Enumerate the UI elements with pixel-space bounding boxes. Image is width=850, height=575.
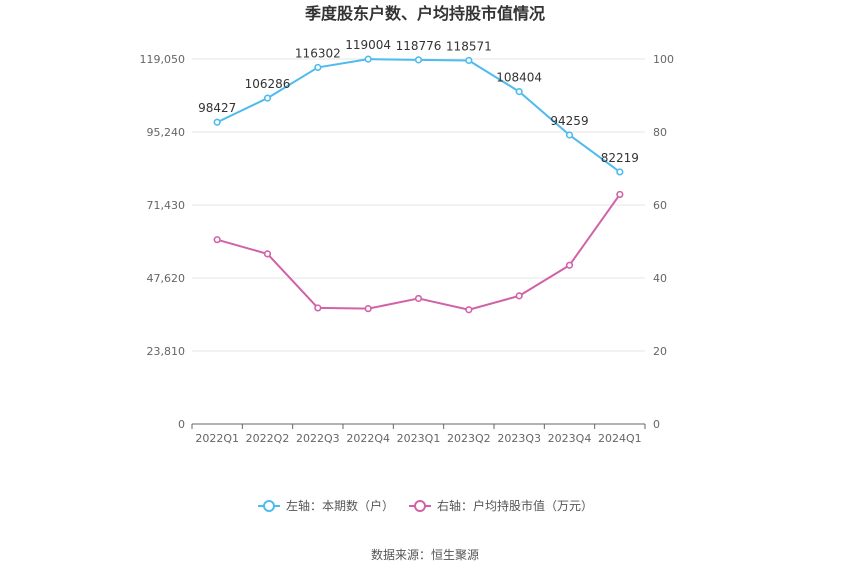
data-label: 82219 <box>601 151 639 165</box>
x-tick-label: 2022Q4 <box>346 432 390 445</box>
legend-label: 右轴：户均持股市值（万元） <box>437 498 593 513</box>
data-point <box>314 304 322 312</box>
data-point <box>565 261 574 269</box>
data-label: 116302 <box>295 46 341 60</box>
axes: 0 0 23,810 20 47,620 40 71,430 60 95,240 80 119,05… <box>140 53 675 445</box>
data-point <box>263 250 272 258</box>
legend-swatch-marker <box>263 500 275 512</box>
x-tick-label: 2022Q3 <box>296 432 340 445</box>
right-tick-label: 80 <box>653 126 667 139</box>
data-point <box>263 94 272 102</box>
legend[interactable]: 左轴：本期数（户） 右轴：户均持股市值（万元） <box>258 498 593 513</box>
chart-title: 季度股东户数、户均持股市值情况 <box>304 4 545 23</box>
right-tick-label: 40 <box>653 272 667 285</box>
series-layer: 98427 106286 116302 119004 118776 118571 10840… <box>198 38 639 314</box>
data-point <box>213 236 221 244</box>
source-note: 数据来源：恒生聚源 <box>371 547 479 562</box>
left-tick-label: 47,620 <box>147 272 186 285</box>
data-point <box>616 168 624 176</box>
data-label: 119004 <box>345 38 391 52</box>
right-tick-label: 60 <box>653 199 667 212</box>
legend-swatch-marker <box>414 500 426 512</box>
data-point <box>414 56 423 64</box>
legend-item-2[interactable]: 右轴：户均持股市值（万元） <box>409 498 593 513</box>
x-tick-label: 2023Q4 <box>548 432 592 445</box>
x-tick-label: 2023Q1 <box>397 432 441 445</box>
data-label: 118571 <box>446 39 492 53</box>
data-point <box>616 190 624 199</box>
data-label: 94259 <box>550 114 588 128</box>
data-point <box>364 305 372 313</box>
data-point <box>213 118 221 126</box>
right-tick-label: 0 <box>653 418 660 431</box>
x-tick-label: 2023Q2 <box>447 432 491 445</box>
series-line-2 <box>216 193 621 311</box>
legend-item-1[interactable]: 左轴：本期数（户） <box>258 498 394 513</box>
legend-label: 左轴：本期数（户） <box>286 498 394 513</box>
data-point <box>414 294 423 303</box>
right-tick-label: 20 <box>653 345 667 358</box>
data-point <box>314 63 322 72</box>
data-label: 106286 <box>245 77 291 91</box>
left-tick-label: 0 <box>178 418 185 431</box>
left-tick-label: 95,240 <box>147 126 186 139</box>
data-point <box>515 88 523 96</box>
data-label: 118776 <box>396 39 442 53</box>
data-label: 108404 <box>496 71 542 85</box>
left-tick-label: 71,430 <box>147 199 186 212</box>
data-point <box>465 56 473 65</box>
x-tick-label: 2022Q2 <box>246 432 290 445</box>
left-tick-label: 23,810 <box>147 345 186 358</box>
data-point <box>515 292 523 300</box>
data-label: 98427 <box>198 101 236 115</box>
x-tick-label: 2022Q1 <box>195 432 239 445</box>
right-tick-label: 100 <box>653 53 674 66</box>
left-tick-label: 119,050 <box>140 53 186 66</box>
data-point <box>565 131 574 139</box>
data-point <box>465 306 473 314</box>
x-tick-label: 2023Q3 <box>497 432 541 445</box>
data-point <box>364 55 372 63</box>
x-tick-label: 2024Q1 <box>598 432 642 445</box>
